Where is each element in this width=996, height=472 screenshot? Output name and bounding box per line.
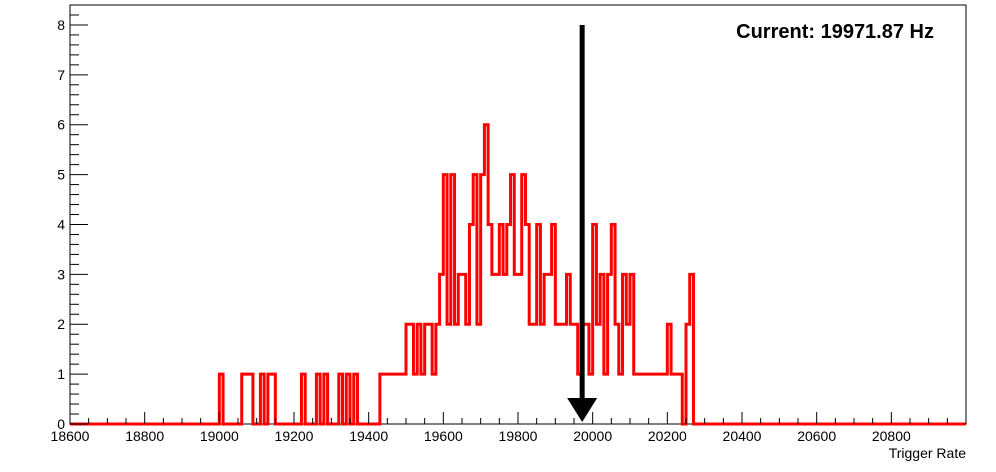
x-tick-label: 19400	[349, 428, 388, 444]
y-tick-label: 8	[57, 17, 65, 33]
x-axis-title: Trigger Rate	[889, 445, 967, 461]
histogram-bin	[645, 374, 649, 424]
histogram-bin	[245, 374, 249, 424]
y-tick-label: 0	[57, 416, 65, 432]
histogram-bin	[619, 374, 623, 424]
histogram-bin	[514, 274, 518, 424]
histogram-bin	[399, 374, 403, 424]
histogram-bin	[555, 324, 559, 424]
histogram-bin	[413, 374, 417, 424]
x-tick-label: 20800	[872, 428, 911, 444]
x-tick-label: 19000	[200, 428, 239, 444]
histogram-bin	[664, 374, 668, 424]
y-tick-label: 1	[57, 366, 65, 382]
y-tick-label: 6	[57, 117, 65, 133]
histogram-bin	[432, 374, 436, 424]
y-tick-label: 7	[57, 67, 65, 83]
histogram-bin	[596, 324, 600, 424]
y-tick-label: 3	[57, 266, 65, 282]
histogram-bin	[634, 374, 638, 424]
histogram-bin	[652, 374, 656, 424]
histogram-bin	[503, 274, 507, 424]
x-tick-label: 18600	[51, 428, 90, 444]
x-tick-label: 20400	[723, 428, 762, 444]
histogram-bin	[455, 324, 459, 424]
histogram-bin	[395, 374, 399, 424]
y-tick-label: 2	[57, 316, 65, 332]
x-tick-label: 20000	[573, 428, 612, 444]
histogram-bin	[492, 274, 496, 424]
histogram-bin	[604, 374, 608, 424]
histogram-bin	[570, 324, 574, 424]
y-tick-label: 4	[57, 216, 65, 232]
histogram-bin	[641, 374, 645, 424]
histogram-bin	[637, 374, 641, 424]
x-tick-label: 19200	[275, 428, 314, 444]
y-tick-label: 5	[57, 167, 65, 183]
x-tick-label: 18800	[125, 428, 164, 444]
histogram-bin	[626, 324, 630, 424]
histogram-bin	[391, 374, 395, 424]
current-rate-annotation: Current: 19971.87 Hz	[736, 21, 934, 43]
x-tick-label: 20600	[797, 428, 836, 444]
histogram-bin	[563, 324, 567, 424]
histogram-bin	[477, 324, 481, 424]
histogram-bin	[548, 274, 552, 424]
histogram-bin	[649, 374, 653, 424]
current-rate-arrow-head	[567, 398, 598, 422]
x-tick-label: 19800	[499, 428, 538, 444]
histogram-bin	[675, 374, 679, 424]
histogram-bin	[496, 274, 500, 424]
histogram-bin	[671, 374, 675, 424]
histogram-bin	[660, 374, 664, 424]
x-tick-label: 19600	[424, 428, 463, 444]
histogram-series-line	[70, 123, 966, 426]
histogram-bin	[402, 374, 406, 424]
histogram-bin	[384, 374, 388, 424]
plot-frame	[69, 4, 967, 425]
histogram-bin	[533, 324, 537, 424]
histogram-bin	[518, 274, 522, 424]
x-tick-label: 20200	[648, 428, 687, 444]
histogram-bin	[559, 324, 563, 424]
histogram-bin	[466, 324, 470, 424]
histogram-bin	[387, 374, 391, 424]
histogram-bin	[421, 374, 425, 424]
histogram-bin	[447, 324, 451, 424]
histogram-bin	[656, 374, 660, 424]
histogram-bin	[529, 324, 533, 424]
histogram-bin	[540, 324, 544, 424]
